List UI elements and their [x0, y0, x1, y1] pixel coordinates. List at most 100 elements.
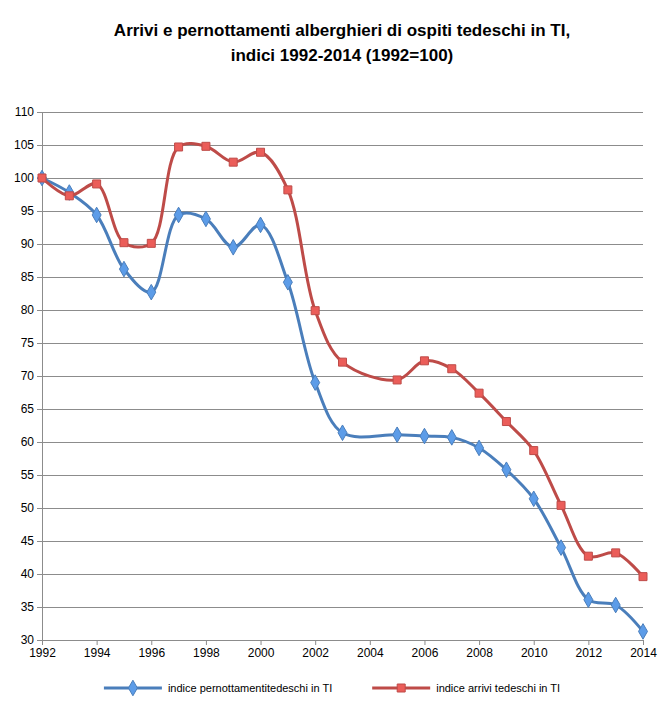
grid-line — [42, 145, 643, 146]
legend-item: indice arrivi tedeschi in TI — [372, 682, 560, 694]
x-tick: 1998 — [193, 640, 220, 660]
y-tick-label: 90 — [21, 237, 35, 251]
y-tick-mark — [37, 343, 42, 344]
x-tick-mark — [151, 640, 152, 645]
legend-marker — [128, 680, 137, 696]
legend-label: indice arrivi tedeschi in TI — [436, 682, 560, 694]
y-tick-mark — [37, 607, 42, 608]
y-tick-mark — [37, 310, 42, 311]
y-tick: 70 — [21, 369, 42, 383]
y-tick-mark — [37, 574, 42, 575]
marker — [530, 447, 538, 455]
x-tick: 1996 — [138, 640, 165, 660]
grid-line — [42, 310, 643, 311]
marker — [502, 462, 511, 478]
y-tick-label: 45 — [21, 534, 35, 548]
x-tick-mark — [42, 640, 43, 645]
x-tick-label: 1994 — [84, 646, 111, 660]
y-tick-mark — [37, 508, 42, 509]
y-tick: 105 — [14, 138, 42, 152]
marker — [448, 365, 456, 373]
y-tick-label: 85 — [21, 270, 35, 284]
grid-line — [42, 244, 643, 245]
y-tick: 85 — [21, 270, 42, 284]
x-axis-line — [43, 641, 644, 646]
y-tick: 35 — [21, 600, 42, 614]
marker — [201, 211, 210, 227]
x-tick-label: 2014 — [630, 646, 657, 660]
marker — [229, 240, 238, 256]
y-tick-label: 95 — [21, 204, 35, 218]
x-tick: 1992 — [29, 640, 56, 660]
x-tick-mark — [315, 640, 316, 645]
x-tick-mark — [588, 640, 589, 645]
grid-line — [42, 607, 643, 608]
x-tick-mark — [261, 640, 262, 645]
marker — [257, 148, 265, 156]
marker — [420, 357, 428, 365]
x-tick-label: 2002 — [302, 646, 329, 660]
y-tick-label: 50 — [21, 501, 35, 515]
marker — [557, 501, 565, 509]
x-tick-label: 2004 — [357, 646, 384, 660]
y-tick-label: 100 — [14, 171, 34, 185]
y-tick-label: 110 — [15, 105, 34, 119]
y-tick-mark — [37, 211, 42, 212]
marker — [339, 358, 347, 366]
grid-line — [42, 178, 643, 179]
x-tick: 2000 — [248, 640, 275, 660]
chart: Arrivi e pernottamenti alberghieri di os… — [0, 0, 664, 707]
grid-line — [42, 409, 643, 410]
x-tick: 2012 — [576, 640, 603, 660]
grid-line — [42, 475, 643, 476]
legend-label: indice pernottamentitedeschi in TI — [168, 682, 332, 694]
marker — [393, 427, 402, 443]
y-tick-label: 105 — [14, 138, 34, 152]
marker — [502, 418, 510, 426]
series-markers — [38, 170, 648, 639]
marker — [420, 428, 429, 444]
x-tick-mark — [206, 640, 207, 645]
marker — [311, 307, 319, 315]
y-tick-label: 55 — [21, 468, 35, 482]
marker — [475, 440, 484, 456]
y-tick: 45 — [21, 534, 42, 548]
x-tick-mark — [97, 640, 98, 645]
marker — [175, 143, 183, 151]
marker — [393, 376, 401, 384]
marker — [65, 185, 74, 201]
y-tick-mark — [37, 640, 42, 641]
y-tick-mark — [37, 376, 42, 377]
grid-line — [42, 442, 643, 443]
marker — [639, 624, 648, 640]
series-markers — [38, 142, 647, 580]
legend-item: indice pernottamentitedeschi in TI — [104, 680, 332, 696]
plot-area — [38, 142, 648, 639]
x-tick-label: 2010 — [521, 646, 548, 660]
marker — [475, 389, 483, 397]
y-axis-line — [37, 113, 43, 641]
y-tick-label: 35 — [21, 600, 35, 614]
y-tick: 110 — [15, 105, 42, 119]
y-tick: 65 — [21, 402, 42, 416]
x-tick-label: 1998 — [193, 646, 220, 660]
x-tick: 2006 — [412, 640, 439, 660]
x-tick: 2008 — [466, 640, 493, 660]
y-tick-label: 70 — [21, 369, 35, 383]
marker — [338, 425, 347, 441]
marker — [256, 217, 265, 233]
marker — [147, 239, 155, 247]
grid — [42, 112, 643, 640]
grid-line — [42, 574, 643, 575]
x-tick-mark — [479, 640, 480, 645]
marker — [557, 540, 566, 556]
y-tick-mark — [37, 475, 42, 476]
y-tick: 40 — [21, 567, 42, 581]
x-tick: 2010 — [521, 640, 548, 660]
y-tick-mark — [37, 442, 42, 443]
x-tick-label: 2012 — [576, 646, 603, 660]
y-tick-mark — [37, 112, 42, 113]
x-tick: 2002 — [302, 640, 329, 660]
y-axis: 3035404550556065707580859095100105110 — [14, 105, 43, 647]
grid-line — [42, 343, 643, 344]
